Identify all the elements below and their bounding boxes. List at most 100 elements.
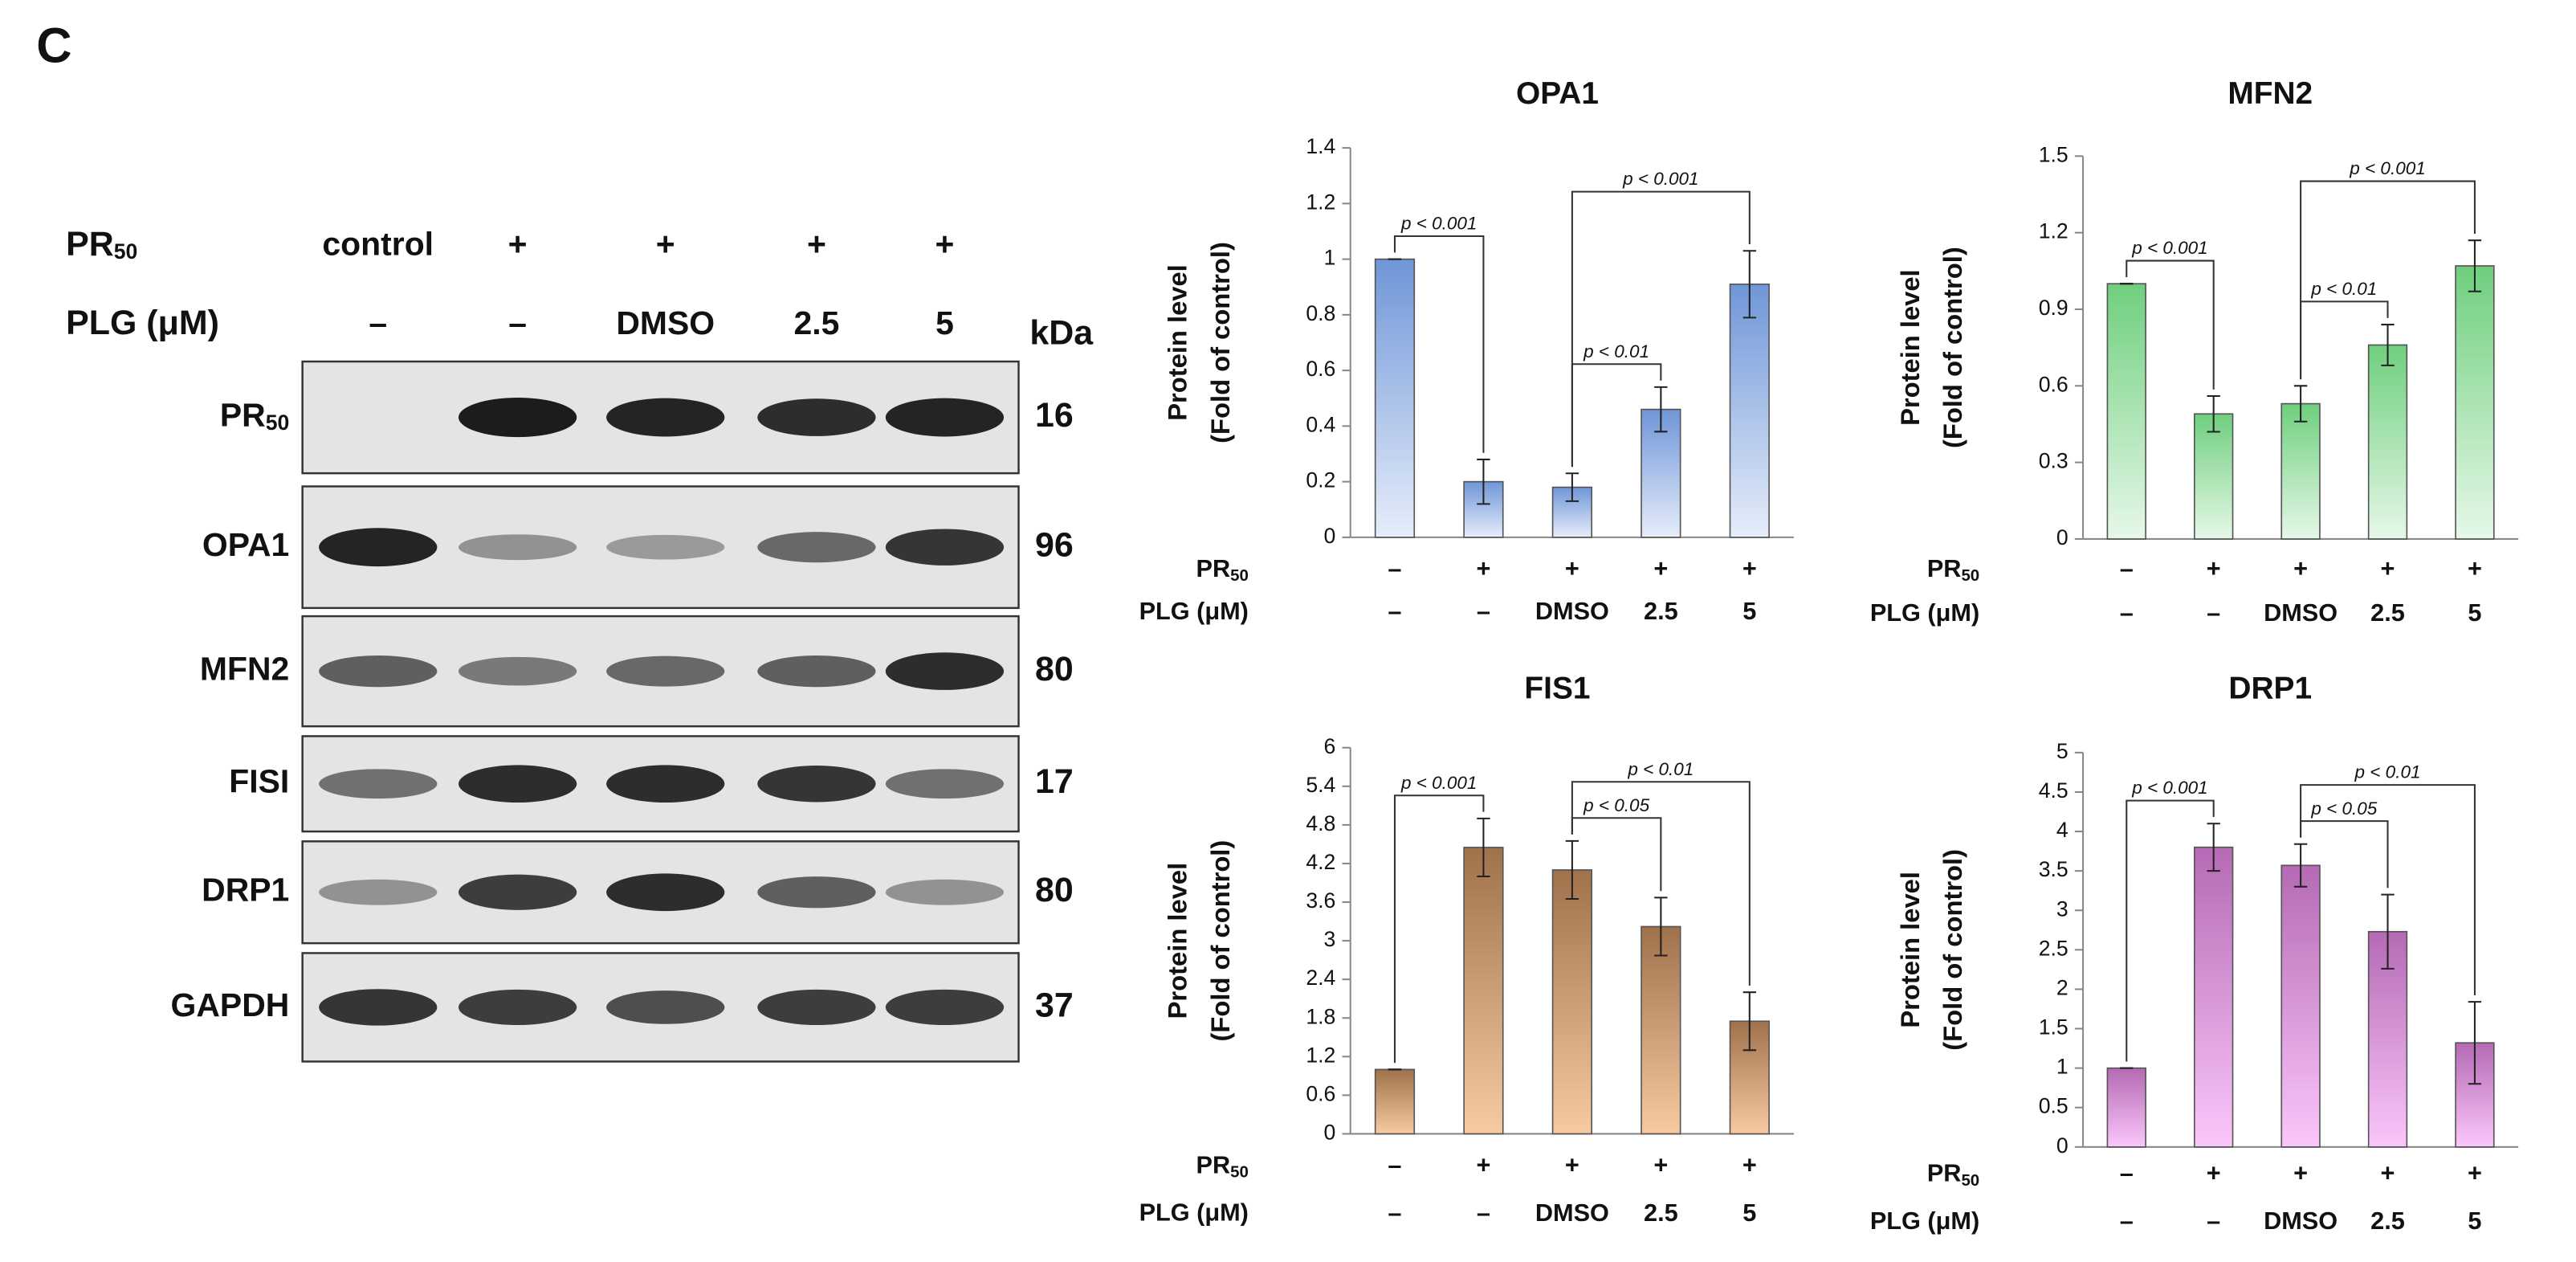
kda-value: 96	[1035, 526, 1074, 565]
p-value-label: p < 0.001	[2131, 778, 2207, 798]
lane-label: +	[807, 226, 826, 263]
x-row-label-main: PLG (μM)	[1139, 1199, 1249, 1227]
y-tick-label: 0.5	[2039, 1094, 2069, 1118]
bar	[2280, 864, 2321, 1148]
p-value-label: p < 0.001	[1400, 214, 1477, 234]
y-tick-label: 0.6	[1306, 1081, 1335, 1105]
y-tick-label: 0	[2056, 1133, 2069, 1158]
comparison-bracket	[2300, 180, 2476, 380]
x-row-label-sub: 50	[1230, 1163, 1249, 1182]
comparison-bracket	[2126, 259, 2215, 390]
kda-value: 80	[1035, 871, 1074, 909]
lane-label: +	[508, 226, 528, 263]
y-tick-label: 5	[2056, 739, 2069, 763]
comparison-bracket	[2300, 784, 2476, 995]
x-tick-label: +	[1476, 1150, 1490, 1178]
blot-band	[458, 874, 577, 910]
error-bar	[2381, 324, 2395, 366]
x-tick-label: +	[2293, 1159, 2308, 1187]
x-tick-label: 2.5	[1644, 597, 1678, 625]
error-bar	[1477, 817, 1490, 877]
treatment-label: PLG (μM)	[66, 304, 219, 342]
p-value-label: p < 0.01	[1627, 759, 1694, 779]
error-bar	[1742, 250, 1756, 319]
band-label-main: DRP1	[202, 872, 289, 909]
y-tick-label: 4.2	[1306, 850, 1335, 874]
comparison-bracket	[2126, 799, 2215, 1062]
x-tick-label: +	[1565, 554, 1579, 582]
y-tick-label: 1.2	[2039, 219, 2069, 243]
treatment-label-main: PR	[66, 225, 114, 263]
band-label-sub: 50	[266, 410, 290, 435]
kda-value: 37	[1035, 986, 1074, 1024]
y-tick-label: 0.4	[1306, 412, 1335, 436]
bar	[1551, 869, 1593, 1135]
bar	[2280, 402, 2321, 540]
blot-band	[606, 765, 725, 803]
y-tick-label: 1	[2056, 1055, 2069, 1079]
x-row-label-main: PLG (μM)	[1870, 598, 1979, 627]
kda-value: 80	[1035, 650, 1074, 688]
x-row-label-main: PR	[1927, 554, 1962, 582]
x-row-label-main: PLG (μM)	[1870, 1207, 1979, 1235]
y-tick-label: 3	[1324, 927, 1336, 951]
x-tick-label: –	[2120, 598, 2134, 627]
lane-label: 5	[935, 304, 954, 341]
y-tick-label: 4	[2056, 818, 2069, 842]
chart-title: OPA1	[1516, 76, 1599, 111]
blot-band	[606, 656, 725, 687]
p-value-label: p < 0.001	[2349, 158, 2425, 178]
error-bar	[2468, 239, 2482, 292]
error-bar	[2207, 823, 2220, 872]
blot-band	[885, 769, 1005, 799]
comparison-bracket	[1393, 794, 1485, 1064]
blot-band	[606, 990, 725, 1024]
y-axis-title: (Fold of control)	[1205, 840, 1235, 1042]
blot-band	[458, 656, 577, 686]
y-tick-label: 4.5	[2039, 778, 2069, 803]
lane-label: +	[935, 226, 955, 263]
error-bar	[1477, 458, 1490, 505]
x-row-label: PR50	[1927, 554, 1979, 585]
error-bar	[2293, 385, 2308, 423]
x-row-label-sub: 50	[1961, 1171, 1979, 1190]
bar	[2367, 930, 2408, 1148]
error-bar	[2381, 893, 2395, 970]
comparison-bracket	[1393, 235, 1485, 453]
y-tick-label: 1.2	[1306, 190, 1335, 214]
x-tick-label: –	[2120, 1159, 2134, 1187]
error-bar	[1742, 991, 1756, 1052]
x-row-label: PR50	[1196, 1150, 1249, 1181]
x-tick-label: –	[1388, 1199, 1401, 1227]
x-tick-label: +	[1653, 554, 1668, 582]
bar	[2106, 1067, 2146, 1148]
x-tick-label: +	[2207, 1159, 2221, 1187]
y-tick-label: 2.4	[1306, 966, 1335, 990]
x-tick-label: +	[2468, 554, 2482, 582]
y-tick-label: 2.5	[2039, 936, 2069, 960]
lane-label: 2.5	[793, 304, 839, 341]
y-tick-label: 3	[2056, 896, 2069, 921]
x-tick-label: –	[1477, 597, 1490, 625]
blot-band	[458, 989, 577, 1026]
blot-band	[319, 989, 438, 1026]
x-tick-label: 2.5	[1644, 1199, 1678, 1227]
band-label-main: PR	[220, 396, 266, 433]
y-tick-label: 1.8	[1306, 1004, 1335, 1028]
y-axis-title: (Fold of control)	[1938, 849, 1967, 1051]
x-tick-label: +	[1742, 554, 1757, 582]
blot-band	[885, 652, 1005, 690]
x-row-label-main: PR	[1927, 1159, 1962, 1187]
band-label-main: OPA1	[202, 526, 289, 563]
x-row-label-sub: 50	[1230, 566, 1249, 585]
band-label-main: MFN2	[200, 650, 289, 687]
p-value-label: p < 0.01	[2310, 279, 2377, 299]
error-bar	[1565, 839, 1579, 901]
panel-label: C	[36, 18, 71, 74]
lane-label: –	[508, 304, 527, 341]
x-tick-label: +	[1653, 1150, 1668, 1178]
chart-title: MFN2	[2228, 76, 2313, 111]
y-tick-label: 1	[1324, 246, 1336, 270]
y-axis-title: Protein level	[1163, 264, 1192, 421]
comparison-bracket	[1571, 781, 1751, 986]
